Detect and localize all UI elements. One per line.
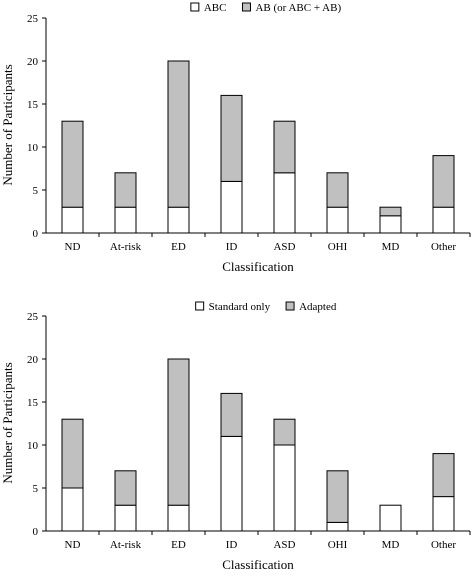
legend-label: ABC (204, 2, 227, 14)
bar-other-series-1 (432, 496, 455, 532)
bar-ohi-series-2 (326, 470, 349, 523)
x-tick-label: MD (382, 241, 400, 253)
x-tick-label: ID (226, 241, 238, 253)
x-axis-label: Classification (222, 557, 294, 572)
x-tick-label: ND (65, 539, 81, 551)
legend-swatch (241, 2, 251, 12)
bar-id-series-1 (220, 435, 243, 532)
bar-asd-series-2 (273, 418, 296, 446)
y-tick-label: 15 (27, 99, 39, 111)
bar-id-series-2 (220, 392, 243, 437)
bar-ohi-series-2 (326, 172, 349, 208)
bar-at-risk-series-2 (114, 470, 137, 506)
bar-asd-series-1 (273, 172, 296, 234)
bar-at-risk-series-1 (114, 504, 137, 532)
y-axis-label: Number of Participants (0, 64, 15, 185)
x-tick-label: ED (171, 539, 186, 551)
y-tick-label: 0 (33, 228, 39, 240)
x-axis-label: Classification (222, 259, 294, 274)
bar-other-series-2 (432, 453, 455, 498)
legend-label: AB (or ABC + AB) (255, 2, 341, 14)
bar-asd-series-2 (273, 120, 296, 174)
chart-2: 0 5 10 15 20 25 ND At-risk ED ID ASD OHI MD Other Clas… (0, 301, 471, 572)
x-tick-label: MD (382, 539, 400, 551)
y-tick-label: 10 (27, 142, 39, 154)
bar-asd-series-1 (273, 444, 296, 532)
y-tick-label: 20 (27, 56, 39, 68)
x-tick-label: Other (431, 241, 456, 253)
x-tick-label: At-risk (110, 539, 142, 551)
bar-ed-series-1 (167, 504, 190, 532)
bar-md-series-1 (379, 504, 402, 532)
x-tick-label: ID (226, 539, 238, 551)
bar-ed-series-2 (167, 60, 190, 208)
legend-label: Standard only (209, 301, 271, 313)
y-tick-label: 5 (33, 483, 39, 495)
bar-nd-series-2 (61, 418, 84, 489)
bar-at-risk-series-1 (114, 206, 137, 234)
bar-nd-series-2 (61, 120, 84, 208)
bar-ohi-series-1 (326, 206, 349, 234)
bar-id-series-2 (220, 94, 243, 182)
y-tick-label: 25 (27, 13, 39, 25)
x-tick-label: Other (431, 539, 456, 551)
bar-md-series-1 (379, 215, 402, 234)
x-tick-label: ASD (273, 241, 295, 253)
bar-ohi-series-1 (326, 521, 349, 532)
x-tick-label: ASD (273, 539, 295, 551)
chart-1: 0 5 10 15 20 25 ND At-risk ED ID ASD OHI MD Other Clas… (0, 2, 471, 274)
bar-other-series-1 (432, 206, 455, 234)
y-tick-label: 5 (33, 185, 39, 197)
bar-ed-series-1 (167, 206, 190, 234)
y-tick-label: 20 (27, 354, 39, 366)
bar-other-series-2 (432, 155, 455, 208)
legend: ABC AB (or ABC + AB) (190, 2, 341, 14)
y-tick-label: 10 (27, 440, 39, 452)
bar-at-risk-series-2 (114, 172, 137, 208)
x-tick-label: OHI (328, 539, 348, 551)
y-tick-label: 0 (33, 526, 39, 538)
legend-swatch (285, 301, 295, 311)
legend-label: Adapted (299, 301, 337, 313)
x-tick-label: ND (65, 241, 81, 253)
legend-swatch (190, 2, 200, 12)
y-axis-label: Number of Participants (0, 362, 15, 483)
bar-nd-series-1 (61, 206, 84, 234)
y-tick-label: 25 (27, 311, 39, 323)
legend: Standard only Adapted (195, 301, 337, 313)
legend-swatch (195, 301, 205, 311)
bar-ed-series-2 (167, 358, 190, 506)
x-tick-label: OHI (328, 241, 348, 253)
bar-md-series-2 (379, 206, 402, 217)
bar-nd-series-1 (61, 487, 84, 532)
bar-id-series-1 (220, 180, 243, 234)
y-tick-label: 15 (27, 397, 39, 409)
x-tick-label: At-risk (110, 241, 142, 253)
x-tick-label: ED (171, 241, 186, 253)
